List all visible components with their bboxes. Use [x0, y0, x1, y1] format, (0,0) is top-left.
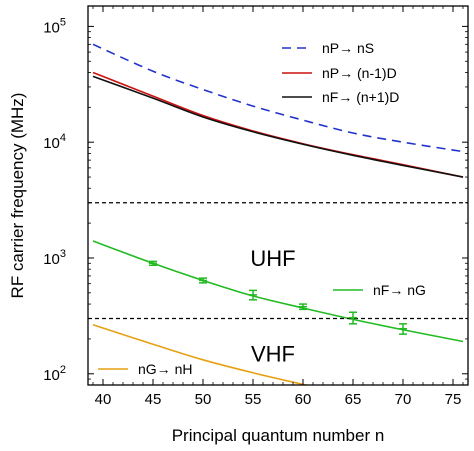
y-tick-label: 103 — [43, 248, 66, 268]
band-label-uhf: UHF — [250, 246, 295, 271]
legend-entry-4: nG→ nH — [98, 361, 192, 377]
error-point-3-0 — [149, 260, 157, 267]
y-tick-label: 102 — [43, 364, 66, 384]
legend-entry-3: nF→ nG — [333, 282, 426, 298]
legend-label: nF→ (n+1)D — [322, 89, 399, 105]
plot-frame — [87, 5, 469, 386]
x-tick-label: 75 — [445, 391, 462, 408]
legend-label: nG→ nH — [138, 361, 192, 377]
error-point-3-1 — [199, 277, 207, 284]
x-tick-label: 60 — [295, 391, 312, 408]
x-tick-label: 50 — [195, 391, 212, 408]
legend-entry-0: nP→ nS — [282, 40, 374, 56]
x-tick-label: 40 — [95, 391, 112, 408]
series-line-0 — [92, 43, 464, 153]
x-tick-label: 55 — [245, 391, 262, 408]
x-tick-label: 45 — [145, 391, 162, 408]
legend-label: nP→ nS — [322, 40, 374, 56]
series-line-2 — [92, 75, 464, 178]
x-tick-label: 65 — [345, 391, 362, 408]
error-point-3-3 — [299, 303, 307, 311]
y-tick-label: 105 — [43, 16, 66, 36]
series-line-1 — [92, 71, 464, 178]
error-point-3-4 — [349, 311, 357, 325]
legend: nP→ nS nP→ (n-1)D nF→ (n+1)D nF→ nG nG→ nH — [98, 40, 426, 377]
legend-entry-2: nF→ (n+1)D — [282, 89, 399, 105]
annotations-layer: UHF VHF — [250, 246, 295, 366]
legend-label: nP→ (n-1)D — [322, 65, 397, 81]
y-axis-label: RF carrier frequency (MHz) — [8, 93, 27, 299]
y-tick-label: 104 — [43, 132, 66, 152]
series-line-3 — [92, 240, 464, 343]
error-point-3-2 — [249, 289, 257, 301]
x-axis-label: Principal quantum number n — [172, 426, 385, 445]
x-tick-label: 70 — [395, 391, 412, 408]
reference-lines-layer — [88, 202, 468, 320]
error-bars-layer — [149, 260, 407, 335]
legend-label: nF→ nG — [373, 282, 426, 298]
band-label-vhf: VHF — [251, 341, 295, 366]
error-point-3-5 — [399, 323, 407, 335]
curves-layer — [92, 43, 464, 385]
ticks-layer: 40 45 50 55 60 65 70 75 102 103 104 105 — [43, 6, 468, 408]
legend-entry-1: nP→ (n-1)D — [282, 65, 397, 81]
